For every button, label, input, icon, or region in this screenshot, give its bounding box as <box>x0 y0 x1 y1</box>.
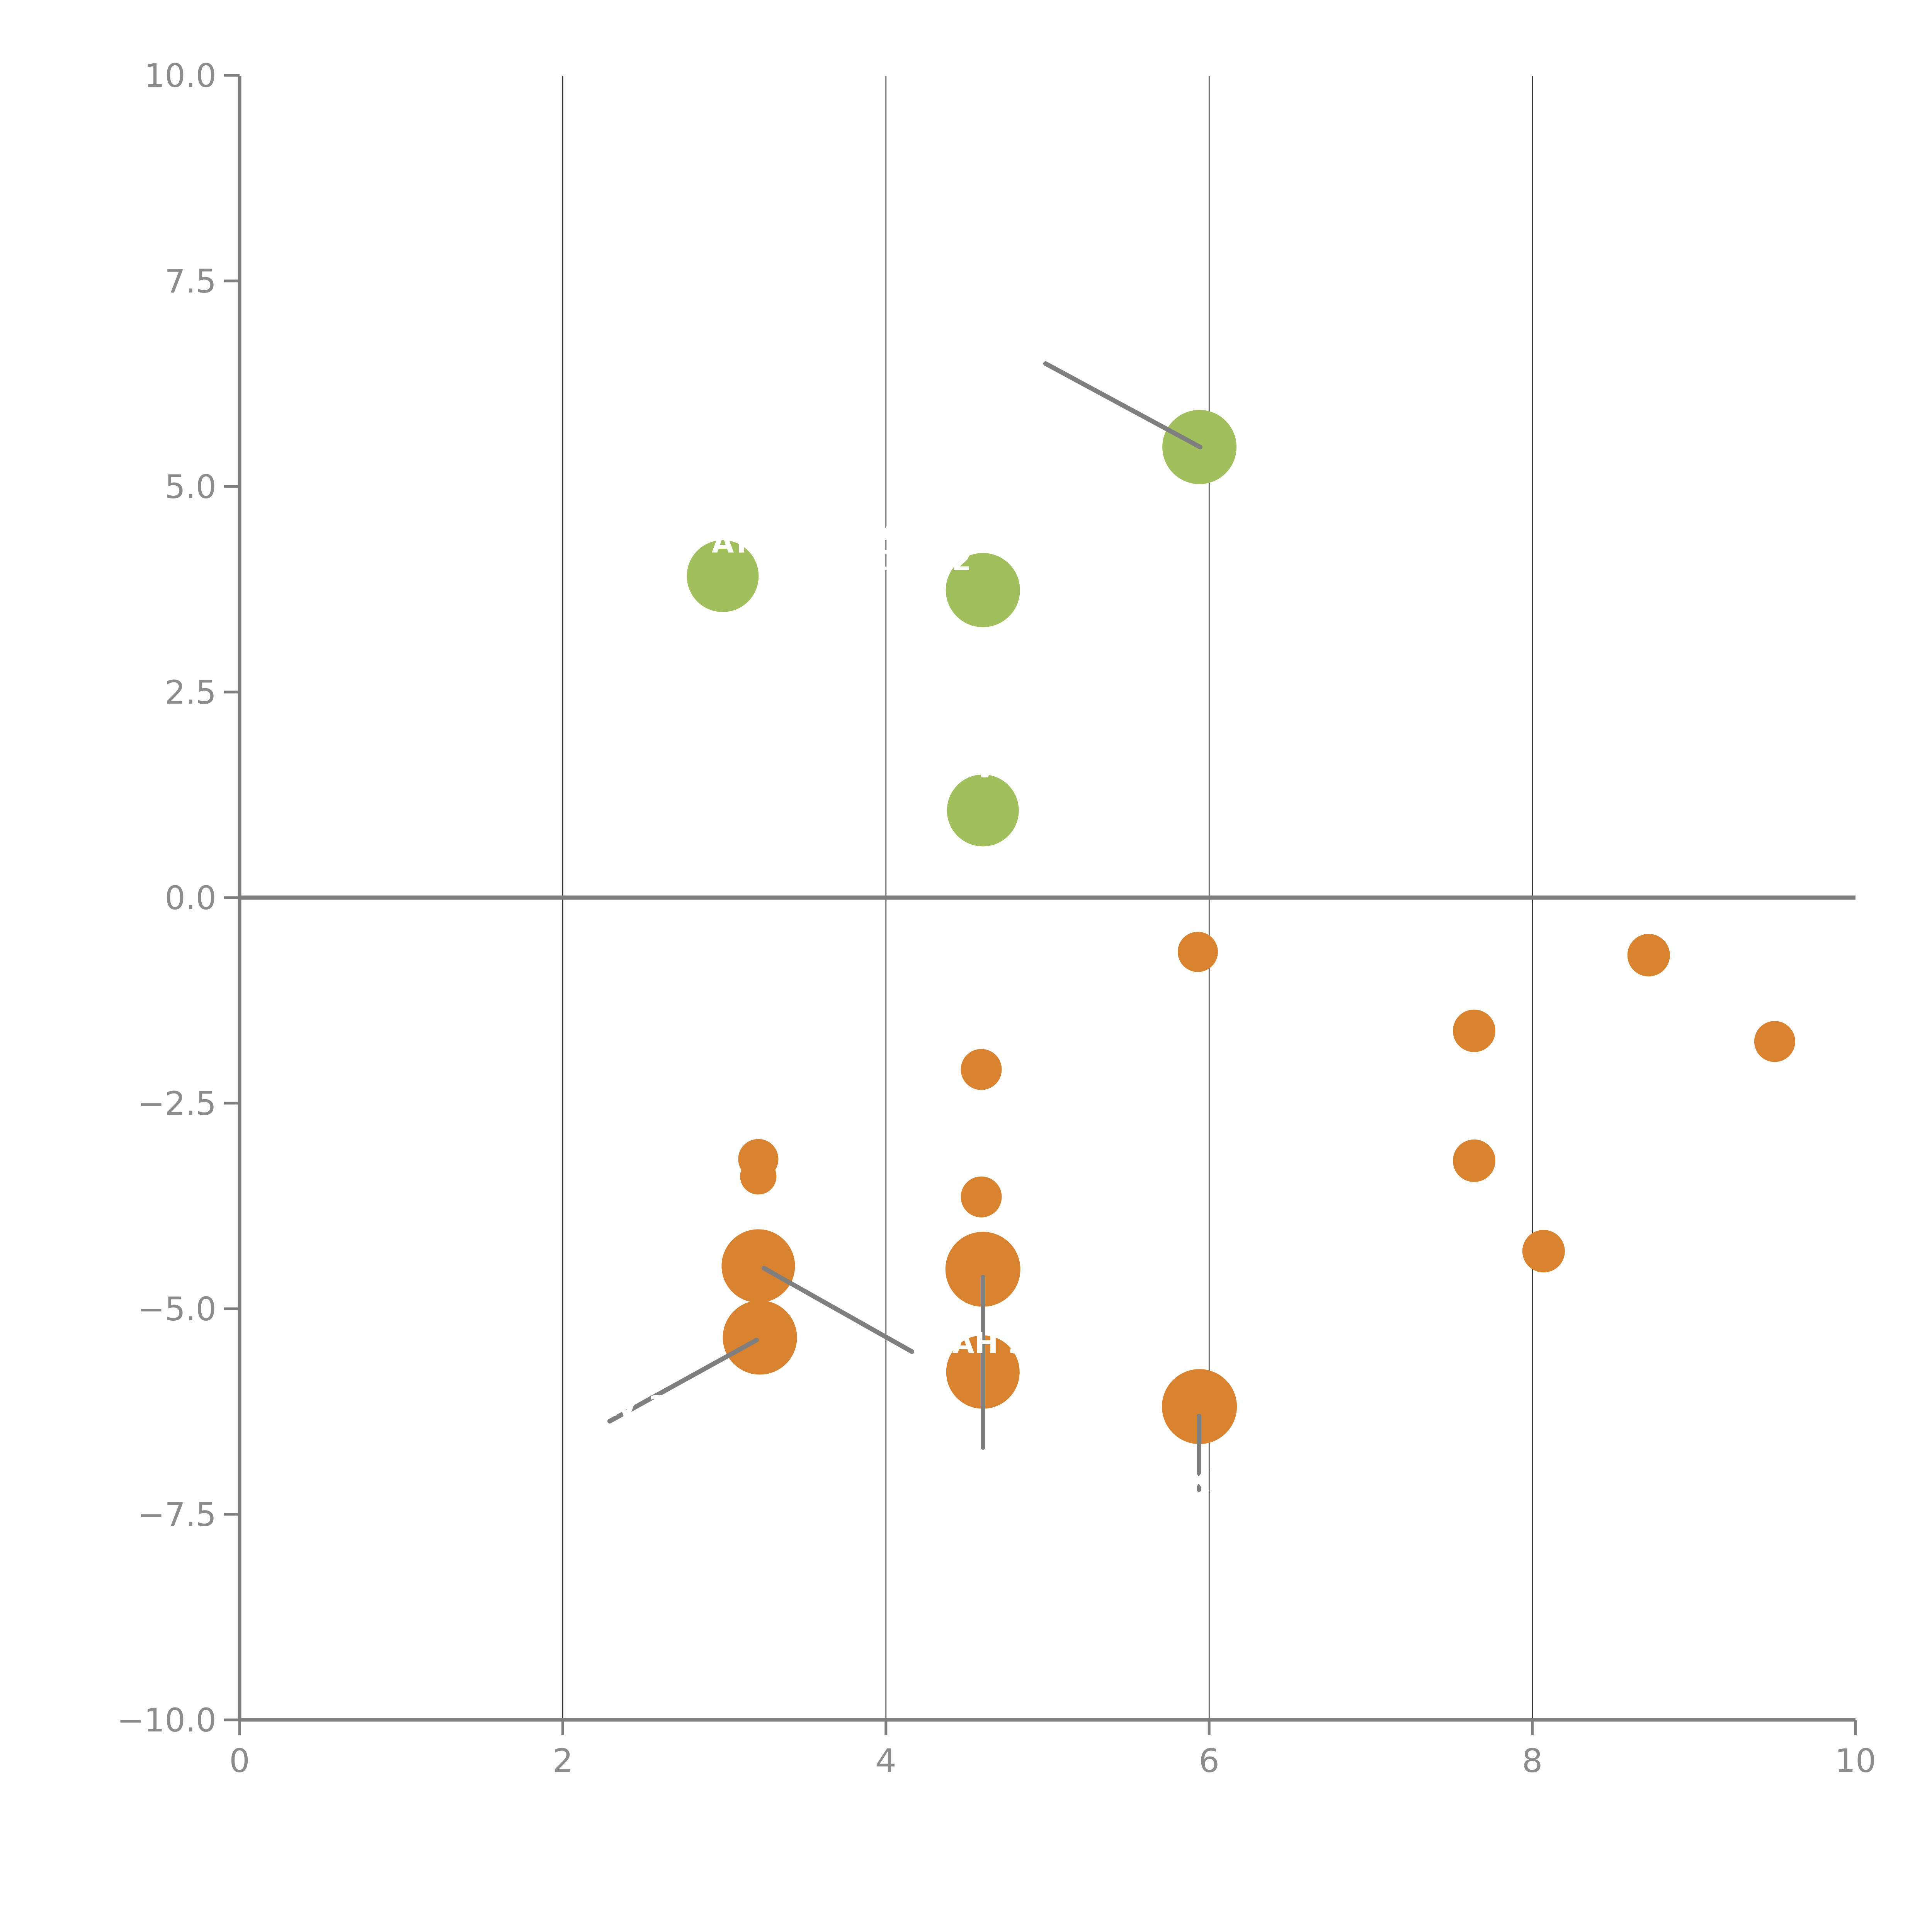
orange-bubble <box>1627 934 1670 976</box>
x-tick-label: 6 <box>1199 1742 1219 1780</box>
x-tick-label: 10 <box>1835 1742 1876 1780</box>
white-annotation-label-6: KV 11 <box>594 1389 687 1423</box>
orange-bubble <box>961 1049 1002 1090</box>
green-bubble <box>687 540 759 612</box>
orange-bubble <box>1522 1230 1565 1273</box>
y-tick-label: 7.5 <box>165 262 216 300</box>
orange-bubble <box>740 1158 777 1195</box>
orange-bubble <box>1177 932 1218 972</box>
white-annotation-label-2: AX 14 <box>881 514 975 547</box>
white-annotation-label-4: V 08 <box>974 751 1046 784</box>
orange-bubble <box>945 1231 1020 1307</box>
x-tick-label: 0 <box>229 1742 250 1780</box>
x-tick-label: 2 <box>553 1742 573 1780</box>
orange-bubble <box>721 1229 795 1303</box>
white-annotation-label-3: AY 02 <box>712 526 802 560</box>
orange-bubble <box>1754 1021 1795 1062</box>
annotation-leader-line-3 <box>607 1338 759 1423</box>
y-tick-label: 0.0 <box>165 879 216 917</box>
white-annotation-label-8: MX 19 <box>1159 1464 1259 1498</box>
y-tick-label: −7.5 <box>138 1496 216 1534</box>
y-tick-label: 2.5 <box>165 673 216 711</box>
green-bubble <box>947 774 1019 847</box>
orange-bubble <box>961 1176 1002 1218</box>
y-tick-label: 5.0 <box>165 468 216 506</box>
green-bubble <box>946 553 1020 628</box>
orange-bubble <box>1453 1139 1496 1182</box>
annotation-leader-line-2 <box>762 1266 914 1354</box>
white-annotation-label-1: P 06 <box>976 332 1047 366</box>
white-annotation-label-2: 1,442 <box>881 544 971 577</box>
y-tick-label: −2.5 <box>138 1085 216 1122</box>
orange-bubble <box>1453 1009 1496 1052</box>
y-tick-label: −5.0 <box>138 1290 216 1328</box>
y-tick-label: 10.0 <box>144 57 216 95</box>
y-tick-label: −10.0 <box>117 1701 216 1739</box>
annotation-leader-line-1 <box>1043 361 1202 449</box>
white-annotation-label-5: WAH 31 <box>922 1327 1048 1360</box>
orange-bubble <box>1162 1369 1237 1444</box>
x-tick-label: 4 <box>876 1742 896 1780</box>
x-tick-label: 8 <box>1522 1742 1543 1780</box>
orange-bubble <box>723 1300 797 1375</box>
white-annotation-label-7: Q 02 <box>946 1449 1020 1482</box>
